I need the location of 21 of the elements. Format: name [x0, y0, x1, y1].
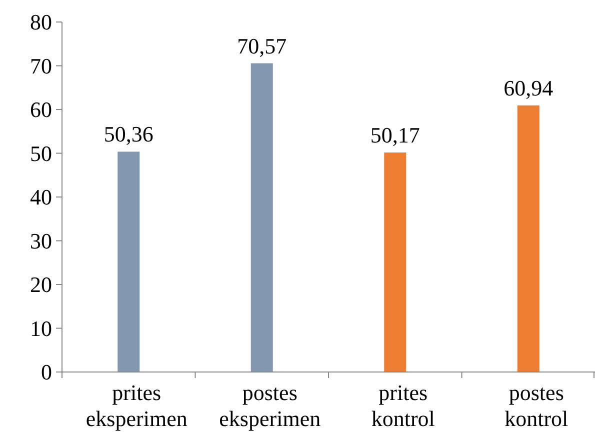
- y-tick-label: 80: [30, 10, 52, 35]
- y-tick-label: 40: [30, 184, 52, 210]
- data-label: 50,36: [104, 122, 154, 147]
- x-tick-label: prites eksperimen: [86, 380, 188, 431]
- bar: [517, 105, 540, 372]
- x-tick-label: postes eksperimen: [219, 380, 321, 431]
- data-label: 70,57: [237, 33, 287, 58]
- y-tick-label: 20: [30, 272, 52, 298]
- bar: [384, 152, 406, 372]
- data-label: 60,94: [504, 75, 554, 100]
- y-tick-label: 10: [30, 316, 52, 341]
- y-tick-label: 60: [30, 97, 52, 122]
- y-tick-label: 70: [30, 53, 52, 78]
- x-tick-label: prites kontrol: [371, 380, 435, 431]
- y-tick-label: 50: [30, 140, 52, 166]
- x-tick-label: postes kontrol: [504, 380, 568, 431]
- bar: [250, 63, 273, 372]
- y-tick-label: 30: [30, 228, 52, 254]
- y-tick-label: 0: [41, 360, 52, 385]
- bar: [118, 152, 140, 372]
- data-label: 50,17: [370, 122, 420, 148]
